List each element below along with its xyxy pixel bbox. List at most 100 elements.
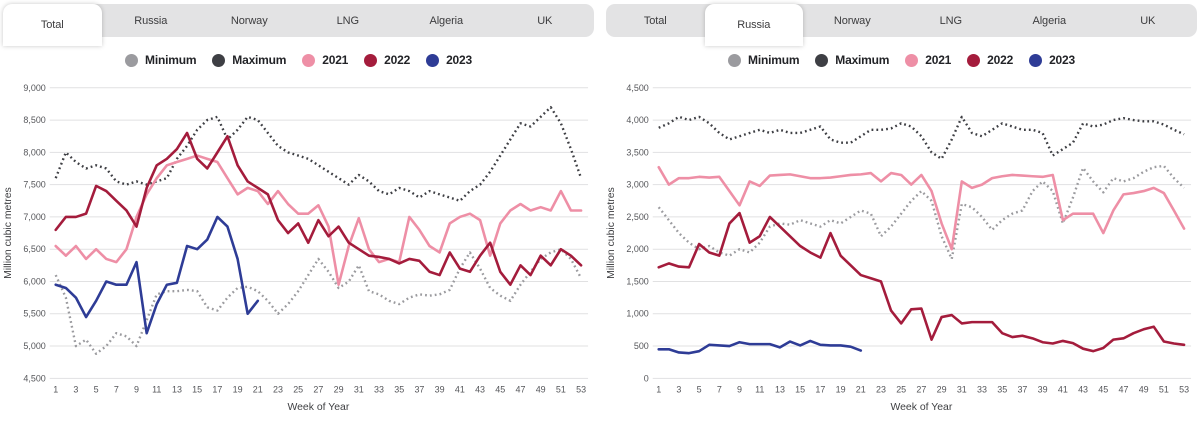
legend-label: 2023: [1049, 53, 1075, 67]
tab-lng[interactable]: LNG: [336, 14, 359, 27]
legend-item-minimum[interactable]: Minimum: [728, 53, 799, 67]
legend-marker-icon: [1029, 53, 1043, 67]
x-tick-label: 5: [94, 384, 99, 394]
y-tick-label: 3,000: [626, 180, 648, 190]
y-tick-label: 4,500: [23, 373, 45, 383]
x-tick-label: 39: [435, 384, 445, 394]
x-tick-label: 3: [73, 384, 78, 394]
panel-total: Total Russia Norway LNG Algeria UK Minimum Max…: [0, 0, 597, 427]
series-line-2021: [657, 165, 1186, 251]
legend-label: Maximum: [835, 53, 890, 67]
x-tick-label: 37: [1017, 384, 1027, 394]
series-line-minimum: [54, 247, 583, 355]
x-tick-label: 49: [1139, 384, 1149, 394]
tab-total[interactable]: Total: [3, 4, 102, 46]
x-tick-label: 13: [775, 384, 785, 394]
tab-russia[interactable]: Russia: [134, 14, 168, 27]
y-tick-label: 6,000: [23, 276, 45, 286]
x-axis-label: Week of Year: [287, 402, 349, 413]
x-tick-label: 25: [896, 384, 906, 394]
x-tick-label: 19: [233, 384, 243, 394]
legend-item-maximum[interactable]: Maximum: [212, 53, 286, 67]
legend-item-2022[interactable]: 2022: [364, 53, 410, 67]
chart-total: 4,500 5,000 5,500 6,000 6,500 7,000 7,500 8,000…: [3, 83, 589, 413]
tab-algeria[interactable]: Algeria: [1032, 14, 1067, 27]
x-tick-label: 27: [916, 384, 926, 394]
x-tick-label: 51: [1159, 384, 1169, 394]
y-tick-label: 500: [634, 341, 649, 351]
x-tick-label: 17: [212, 384, 222, 394]
chart-area-russia: 0 500 1,000 1,500 2,000 2,500 3,000 3,500 4,000 4…: [603, 73, 1200, 427]
legend-marker-icon: [728, 53, 742, 67]
x-tick-label: 31: [354, 384, 364, 394]
x-tick-label: 53: [576, 384, 586, 394]
legend-item-2023[interactable]: 2023: [426, 53, 472, 67]
x-tick-label: 37: [414, 384, 424, 394]
tab-bar-total: Total Russia Norway LNG Algeria UK: [3, 4, 594, 46]
tab-uk[interactable]: UK: [537, 14, 553, 27]
panel-russia: Total Russia Norway LNG Algeria UK Minimum Max…: [603, 0, 1200, 427]
x-tick-label: 45: [495, 384, 505, 394]
x-tick-label: 47: [515, 384, 525, 394]
series-line-maximum: [658, 115, 1185, 161]
x-tick-label: 27: [313, 384, 323, 394]
legend-item-2021[interactable]: 2021: [905, 53, 951, 67]
y-tick-label: 1,500: [626, 276, 648, 286]
tab-algeria[interactable]: Algeria: [429, 14, 464, 27]
x-tick-label: 43: [475, 384, 485, 394]
legend-label: 2022: [384, 53, 411, 67]
x-tick-label: 9: [134, 384, 139, 394]
series-line-2022: [657, 211, 1186, 353]
x-tick-label: 33: [374, 384, 384, 394]
legend-marker-icon: [426, 53, 440, 67]
x-tick-label: 45: [1098, 384, 1108, 394]
y-tick-label: 2,000: [626, 244, 648, 254]
x-tick-label: 29: [334, 384, 344, 394]
x-tick-label: 47: [1118, 384, 1128, 394]
tab-bar-russia: Total Russia Norway LNG Algeria UK: [606, 4, 1197, 46]
y-axis-label: Million cubic metres: [3, 187, 14, 279]
legend-marker-icon: [967, 53, 981, 67]
x-tick-label: 39: [1038, 384, 1048, 394]
legend-item-maximum[interactable]: Maximum: [815, 53, 889, 67]
y-tick-label: 8,000: [23, 147, 45, 157]
tab-uk[interactable]: UK: [1140, 14, 1156, 27]
y-tick-label: 0: [644, 373, 649, 383]
tab-norway[interactable]: Norway: [833, 14, 871, 27]
x-tick-label: 49: [536, 384, 546, 394]
legend-item-minimum[interactable]: Minimum: [125, 53, 196, 67]
y-tick-label: 6,500: [23, 244, 45, 254]
tab-norway[interactable]: Norway: [230, 14, 268, 27]
x-tick-label: 23: [876, 384, 886, 394]
tab-lng[interactable]: LNG: [939, 14, 962, 27]
x-tick-label: 7: [717, 384, 722, 394]
x-tick-label: 25: [293, 384, 303, 394]
legend-label: 2023: [446, 53, 472, 67]
x-tick-label: 51: [556, 384, 566, 394]
x-tick-label: 15: [192, 384, 202, 394]
x-tick-label: 17: [815, 384, 825, 394]
legend-marker-icon: [302, 53, 316, 67]
x-tick-label: 11: [152, 384, 161, 394]
x-tick-label: 41: [455, 384, 465, 394]
series-line-2022: [54, 131, 583, 287]
legend-marker-icon: [905, 53, 919, 67]
tab-total[interactable]: Total: [643, 14, 667, 27]
x-tick-label: 23: [273, 384, 283, 394]
legend-marker-icon: [815, 53, 829, 67]
legend-item-2022[interactable]: 2022: [967, 53, 1013, 67]
x-tick-label: 1: [53, 384, 58, 394]
y-tick-label: 1,000: [626, 309, 648, 319]
legend-item-2021[interactable]: 2021: [302, 53, 348, 67]
y-axis-label: Million cubic metres: [606, 187, 617, 279]
x-tick-label: 5: [697, 384, 702, 394]
y-tick-label: 2,500: [626, 212, 648, 222]
y-tick-label: 8,500: [23, 115, 45, 125]
x-tick-label: 41: [1058, 384, 1068, 394]
chart-area-total: 4,500 5,000 5,500 6,000 6,500 7,000 7,500 8,000…: [0, 73, 597, 427]
legend-item-2023[interactable]: 2023: [1029, 53, 1075, 67]
tab-russia[interactable]: Russia: [704, 4, 803, 46]
x-tick-label: 33: [977, 384, 987, 394]
y-tick-label: 3,500: [626, 147, 648, 157]
